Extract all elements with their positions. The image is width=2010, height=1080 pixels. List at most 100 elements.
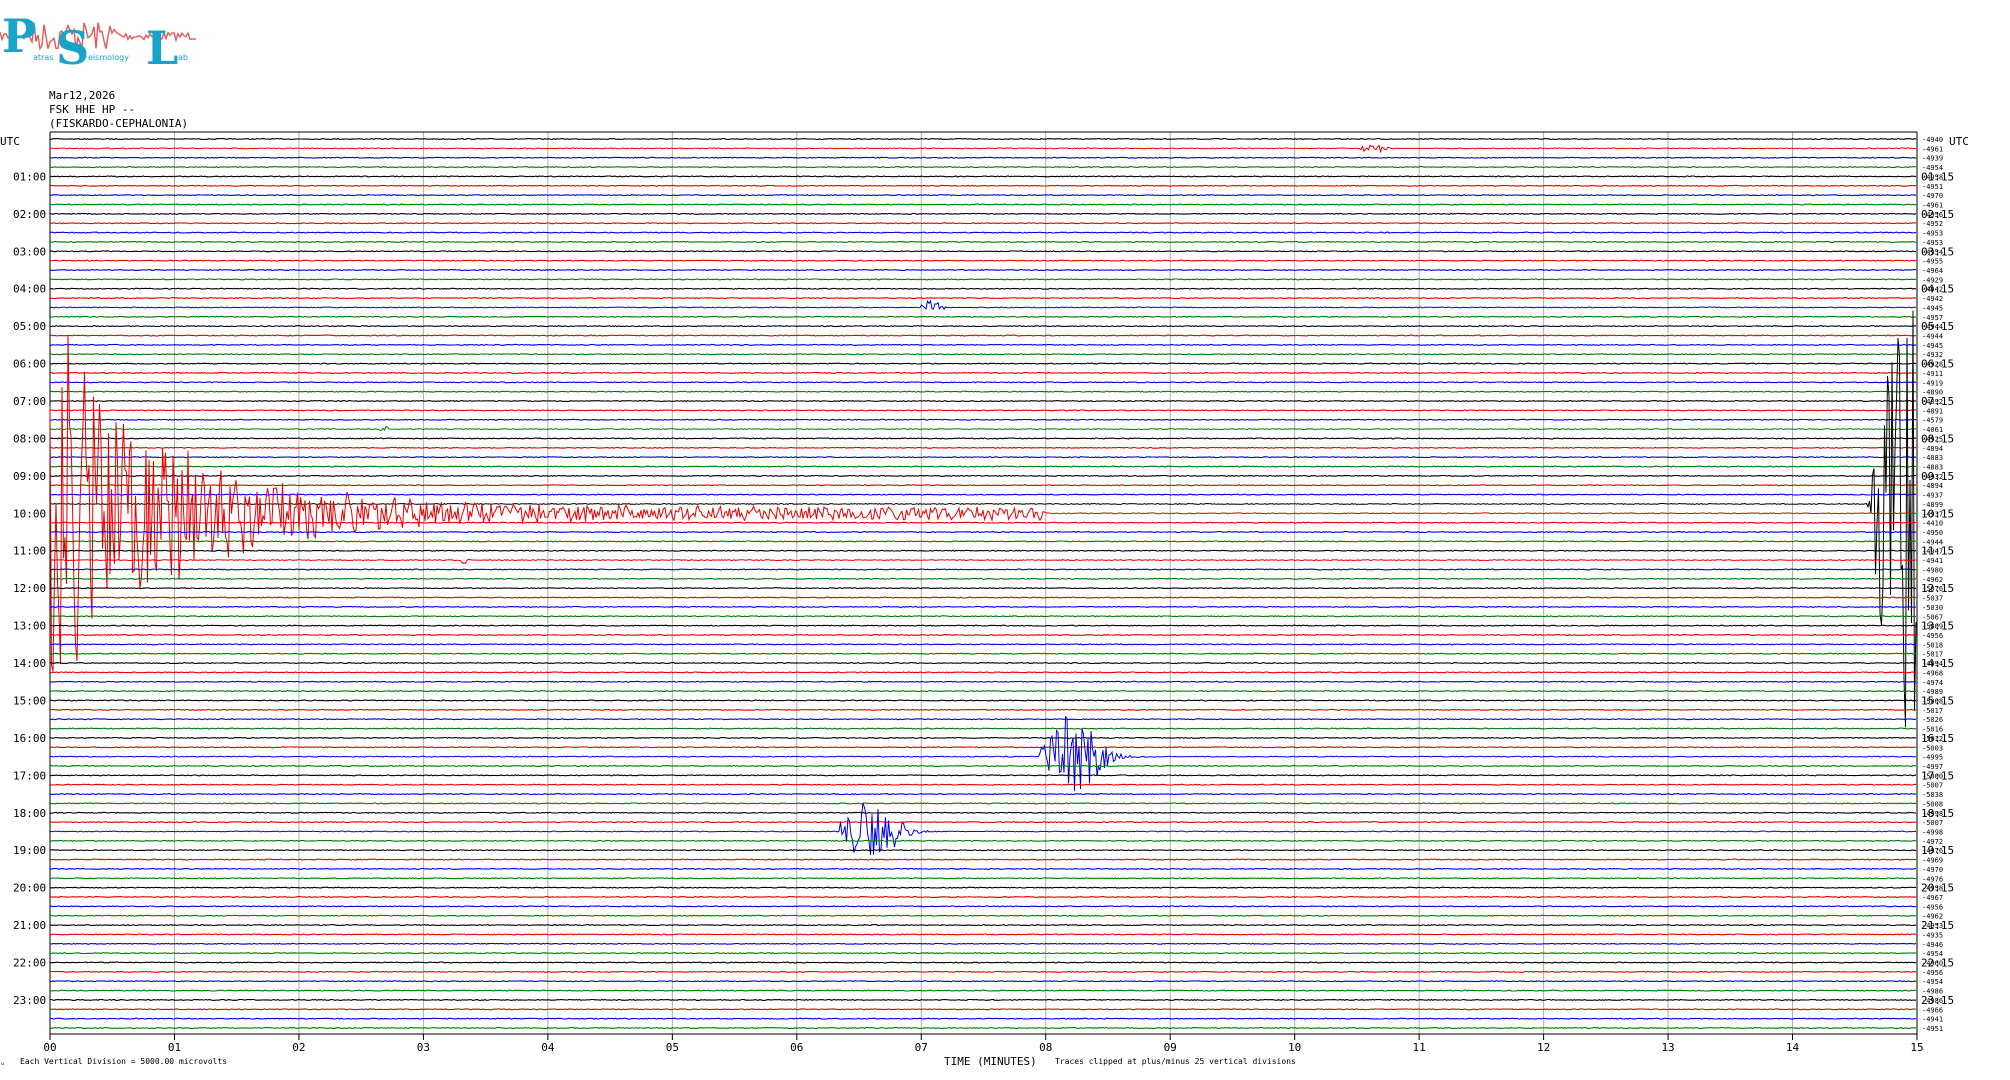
trace-line <box>50 970 1917 973</box>
trace-line <box>49 212 1917 215</box>
trace-line <box>49 299 1917 311</box>
trace-line <box>49 250 1916 253</box>
right-hour-label: 15:15 <box>1921 694 1954 707</box>
trace-offset-label: -5030 <box>1922 604 1943 612</box>
trace-line <box>49 437 1917 440</box>
trace-offset-label: -4944 <box>1922 333 1943 341</box>
trace-line <box>49 905 1917 908</box>
trace-line <box>50 409 1917 412</box>
trace-offset-label: -4955 <box>1922 258 1943 266</box>
trace-offset-label: -4970 <box>1922 192 1943 200</box>
trace-line <box>50 849 1917 852</box>
trace-offset-label: -4919 <box>1922 379 1943 387</box>
psl-logo-graphic: P S L atras eismology ab <box>0 9 196 75</box>
trace-offset-label: -4890 <box>1922 389 1943 397</box>
trace-line <box>49 933 1917 936</box>
trace-offset-label: -4945 <box>1922 342 1943 350</box>
trace-line <box>50 315 1917 318</box>
trace-offset-label: -4953 <box>1922 922 1943 930</box>
trace-line <box>49 727 1917 730</box>
trace-line <box>49 980 1917 983</box>
trace-line <box>49 296 1917 300</box>
trace-offset-label: -5016 <box>1922 726 1943 734</box>
logo-word-1: atras <box>33 53 53 62</box>
trace-line <box>49 287 1917 290</box>
left-hour-label: 20:00 <box>13 882 46 895</box>
trace-line <box>49 362 1917 365</box>
logo-word-2: eismology <box>88 53 129 62</box>
trace-offset-label: -4946 <box>1922 941 1943 949</box>
x-tick-label: 14 <box>1786 1041 1800 1054</box>
right-hour-label: 05:15 <box>1921 320 1954 333</box>
trace-line <box>49 222 1917 225</box>
trace-line <box>49 652 1917 655</box>
corner-mark: ᵤ <box>0 1058 5 1067</box>
trace-line <box>49 961 1917 964</box>
trace-line <box>49 802 1917 855</box>
trace-line <box>49 484 1916 487</box>
trace-offset-label: -4939 <box>1922 155 1943 163</box>
x-tick-label: 15 <box>1910 1041 1923 1054</box>
trace-offset-label: -4932 <box>1922 351 1943 359</box>
trace-line <box>49 680 1917 683</box>
right-hour-label: 22:15 <box>1921 956 1954 969</box>
trace-offset-label: -4892 <box>1922 398 1943 406</box>
trace-offset-label: -4997 <box>1922 763 1943 771</box>
trace-offset-label: -4994 <box>1922 660 1943 668</box>
trace-line <box>49 1026 1917 1030</box>
trace-offset-label: -4956 <box>1922 903 1943 911</box>
trace-line <box>49 456 1917 459</box>
x-tick-label: 06 <box>790 1041 803 1054</box>
left-hour-label: 11:00 <box>13 545 46 558</box>
left-hour-label: 07:00 <box>13 395 46 408</box>
left-axis-title: UTC <box>0 135 20 148</box>
trace-offset-label: -4957 <box>1922 314 1943 322</box>
trace-offset-label: -4995 <box>1922 754 1943 762</box>
trace-line <box>49 425 1916 431</box>
trace-line <box>49 156 1917 159</box>
logo-letter-s: S <box>56 21 89 72</box>
right-hour-label: 14:15 <box>1921 657 1954 670</box>
trace-offset-label: -4941 <box>1922 1016 1943 1024</box>
trace-line <box>49 643 1917 646</box>
trace-offset-label: -4579 <box>1922 417 1943 425</box>
trace-line <box>49 446 1916 449</box>
trace-offset-label: -4986 <box>1922 997 1943 1005</box>
trace-line <box>49 399 1917 403</box>
trace-offset-label: -4961 <box>1922 145 1943 153</box>
trace-offset-label: -4961 <box>1922 202 1943 210</box>
trace-line <box>49 764 1917 768</box>
trace-offset-label: -5026 <box>1922 716 1943 724</box>
plot-grid <box>49 131 1918 1040</box>
trace-offset-label: -4976 <box>1922 847 1943 855</box>
trace-line <box>49 165 1916 169</box>
trace-offset-label: -4998 <box>1922 828 1943 836</box>
psl-logo: P S L atras eismology ab <box>0 0 200 75</box>
trace-offset-label: -4954 <box>1922 950 1943 958</box>
left-hour-label: 16:00 <box>13 732 46 745</box>
trace-offset-label: -4972 <box>1922 838 1943 846</box>
left-hour-label: 21:00 <box>13 919 46 932</box>
right-hour-label: 08:15 <box>1921 432 1954 445</box>
trace-line <box>49 989 1916 992</box>
right-hour-label: 10:15 <box>1921 507 1954 520</box>
trace-line <box>49 718 1917 721</box>
trace-offset-label: -4969 <box>1922 857 1943 865</box>
record-date: Mar12,2026 <box>49 89 116 102</box>
trace-line <box>49 942 1917 945</box>
trace-line <box>49 690 1917 693</box>
trace-offset-label: -5012 <box>1922 735 1943 743</box>
left-hour-label: 12:00 <box>13 582 46 595</box>
trace-offset-label: -5000 <box>1922 772 1943 780</box>
trace-offset-label: -4956 <box>1922 632 1943 640</box>
x-tick-label: 04 <box>541 1041 555 1054</box>
trace-line <box>49 914 1917 917</box>
x-tick-label: 09 <box>1164 1041 1177 1054</box>
left-hour-label: 10:00 <box>13 507 46 520</box>
trace-offset-label: -5076 <box>1922 585 1943 593</box>
right-hour-label: 20:15 <box>1921 882 1954 895</box>
trace-offset-label: -4899 <box>1922 501 1943 509</box>
trace-offset-label: -4932 <box>1922 473 1943 481</box>
trace-offset-label: -4967 <box>1922 894 1943 902</box>
left-hour-label: 08:00 <box>13 432 46 445</box>
